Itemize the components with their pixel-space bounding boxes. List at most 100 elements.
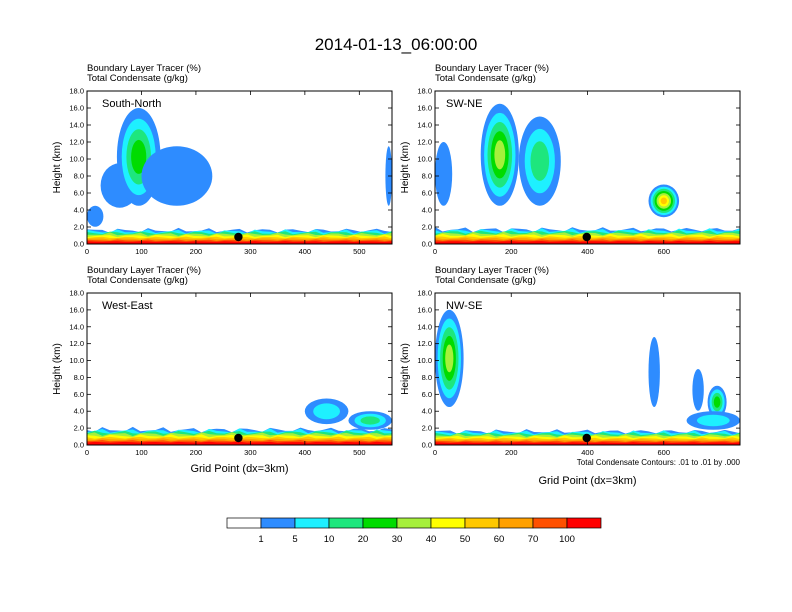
panel-title-condensate: Total Condensate (g/kg) [87,73,188,84]
x-tick-label: 600 [657,247,670,256]
panel-title-condensate: Total Condensate (g/kg) [435,73,536,84]
colorbar-swatch [362,517,398,529]
colorbar-swatch [396,517,432,529]
field-feature [435,142,453,206]
plot-frame [434,90,741,245]
panel-west-east: Boundary Layer Tracer (%) Total Condensa… [52,265,393,475]
x-tick-label: 500 [353,448,366,457]
field-feature [480,103,519,206]
cross-section-label: West-East [102,300,153,312]
panel-nw-se: Boundary Layer Tracer (%) Total Condensa… [400,265,741,487]
colorbar-label: 10 [324,534,335,545]
condensate-band [360,416,380,425]
x-tick-label: 400 [299,247,312,256]
panel-south-north: Boundary Layer Tracer (%) Total Condensa… [52,63,393,256]
x-axis-label: Grid Point (dx=3km) [538,475,636,487]
y-tick-label: 8.0 [74,172,84,181]
colorbar-label: 70 [528,534,539,545]
colorbar-label: 100 [559,534,575,545]
tracer-band [87,441,392,445]
x-tick-label: 100 [135,247,148,256]
y-tick-label: 8.0 [74,373,84,382]
x-tick-label: 100 [135,448,148,457]
y-tick-label: 10.0 [417,155,432,164]
y-tick-label: 16.0 [417,305,432,314]
condensate-band [648,337,660,407]
field-feature [686,411,740,430]
location-marker [234,433,243,443]
condensate-band [660,197,667,205]
panel-title-tracer: Boundary Layer Tracer (%) [435,265,549,276]
y-axis-label: Height (km) [400,343,411,395]
panel-title-condensate: Total Condensate (g/kg) [435,275,536,286]
colorbar-label: 60 [494,534,505,545]
cross-section-label: SW-NE [446,98,482,110]
field-feature [304,398,349,425]
colorbar-swatch [328,517,364,529]
y-tick-label: 18.0 [69,87,84,96]
y-tick-label: 8.0 [422,172,432,181]
y-tick-label: 0.0 [74,240,84,249]
cross-section-label: NW-SE [446,300,482,312]
y-tick-label: 16.0 [69,305,84,314]
colorbar: 1 5 10 20 30 40 50 60 70 100 [226,517,602,545]
colorbar-swatch [498,517,534,529]
colorbar-swatch [566,517,602,529]
condensate-band [87,205,104,227]
colorbar-label: 50 [460,534,471,545]
y-tick-label: 10.0 [417,356,432,365]
y-tick-label: 0.0 [422,441,432,450]
location-marker [234,232,243,242]
x-tick-label: 0 [85,448,89,457]
y-tick-label: 10.0 [69,155,84,164]
location-marker [582,232,591,242]
colorbar-swatch [294,517,330,529]
x-tick-label: 200 [505,247,518,256]
condensate-band [435,142,453,206]
field-feature [348,411,392,430]
panel-title-condensate: Total Condensate (g/kg) [87,275,188,286]
field-feature [707,385,727,419]
y-tick-label: 4.0 [74,407,84,416]
x-axis-label: Grid Point (dx=3km) [190,463,288,475]
y-tick-label: 2.0 [422,223,432,232]
x-tick-label: 400 [581,247,594,256]
tracer-band [87,241,392,244]
y-tick-label: 6.0 [422,390,432,399]
y-tick-label: 18.0 [69,289,84,298]
y-axis-label: Height (km) [52,343,63,395]
condensate-band [494,140,506,170]
y-tick-label: 12.0 [417,138,432,147]
colorbar-swatch [464,517,500,529]
colorbar-label: 5 [292,534,297,545]
y-axis-label: Height (km) [52,142,63,194]
figure-title: 2014-01-13_06:00:00 [315,35,478,54]
colorbar-swatch [260,517,296,529]
condensate-band [131,139,147,174]
y-tick-label: 2.0 [74,223,84,232]
contour-note: Total Condensate Contours: .01 to .01 by… [577,458,741,467]
colorbar-label: 20 [358,534,369,545]
x-tick-label: 200 [190,448,203,457]
x-tick-label: 400 [299,448,312,457]
y-tick-label: 16.0 [69,104,84,113]
field-feature [435,309,464,407]
x-tick-label: 500 [353,247,366,256]
y-tick-label: 2.0 [422,424,432,433]
y-tick-label: 14.0 [417,121,432,130]
y-tick-label: 2.0 [74,424,84,433]
y-tick-label: 0.0 [74,441,84,450]
y-tick-label: 14.0 [69,322,84,331]
plot-frame [86,90,393,245]
y-tick-label: 8.0 [422,373,432,382]
plot-frame [86,292,393,446]
y-axis-label: Height (km) [400,142,411,194]
location-marker [582,433,591,443]
field-feature [141,146,213,206]
y-tick-label: 14.0 [69,121,84,130]
colorbar-swatch [226,517,262,529]
condensate-band [530,141,550,181]
y-tick-label: 6.0 [74,390,84,399]
panel-title-tracer: Boundary Layer Tracer (%) [87,265,201,276]
y-tick-label: 0.0 [422,240,432,249]
